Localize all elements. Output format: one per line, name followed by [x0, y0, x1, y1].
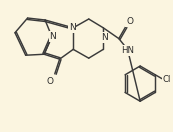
- Text: O: O: [126, 17, 133, 26]
- Text: Cl: Cl: [163, 75, 171, 84]
- Text: N: N: [69, 23, 76, 32]
- Text: O: O: [46, 77, 53, 86]
- Text: N: N: [49, 32, 56, 41]
- Text: HN: HN: [121, 46, 134, 55]
- Text: N: N: [101, 33, 108, 42]
